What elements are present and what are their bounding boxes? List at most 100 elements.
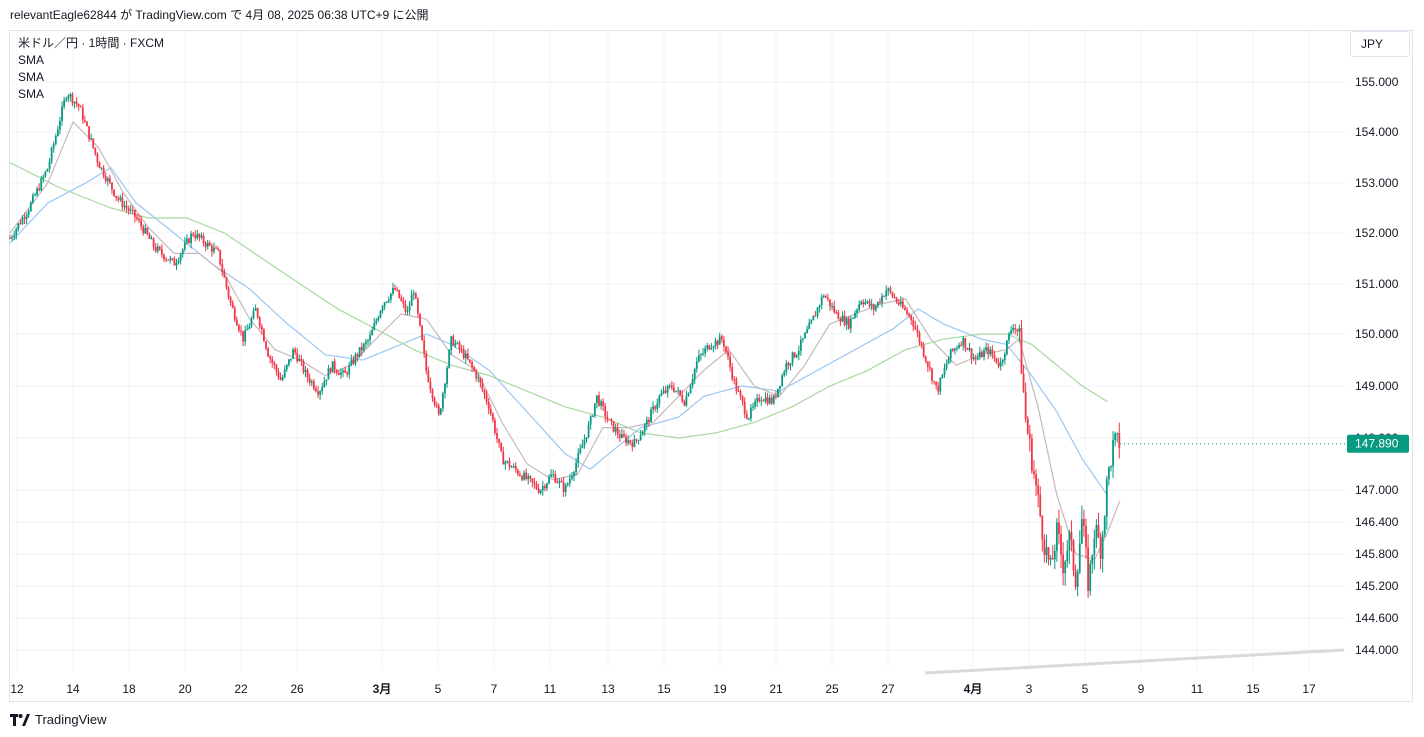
candle-body xyxy=(1068,532,1071,551)
candle-body xyxy=(169,258,172,261)
candle-body xyxy=(125,205,128,209)
candle-body xyxy=(1085,525,1087,548)
candle-body xyxy=(831,305,833,307)
candle-body xyxy=(25,215,28,219)
candle-body xyxy=(852,317,854,319)
candle-body xyxy=(1010,330,1012,334)
candle-body xyxy=(248,326,251,330)
candle-body xyxy=(179,254,182,261)
chart-frame[interactable] xyxy=(9,30,1413,702)
x-tick-label: 20 xyxy=(178,682,192,696)
currency-button[interactable]: JPY xyxy=(1350,31,1410,57)
candle-body xyxy=(953,348,956,351)
legend-sma-1[interactable]: SMA xyxy=(18,53,45,67)
candle-body xyxy=(843,315,846,325)
candlestick-series xyxy=(9,92,1121,599)
candle-body xyxy=(186,238,188,243)
candle-body xyxy=(922,345,925,357)
x-tick-label: 12 xyxy=(10,682,24,696)
candle-body xyxy=(67,96,70,99)
candle-body xyxy=(635,439,638,441)
candle-body xyxy=(866,301,869,303)
candle-body xyxy=(1080,519,1083,544)
candle-body xyxy=(88,126,90,140)
candle-body xyxy=(161,249,163,255)
candle-body xyxy=(885,290,888,297)
candle-body xyxy=(516,469,519,475)
candle-body xyxy=(360,347,363,351)
candle-body xyxy=(793,352,796,358)
candle-body xyxy=(775,395,777,397)
sma-fast-path xyxy=(9,120,1121,561)
candle-body xyxy=(660,393,663,396)
candle-body xyxy=(1001,359,1004,363)
candle-body xyxy=(167,259,170,261)
candle-body xyxy=(446,367,448,385)
candle-body xyxy=(535,483,538,489)
candle-body xyxy=(981,351,983,358)
candle-body xyxy=(725,346,727,352)
legend-sma-2[interactable]: SMA xyxy=(18,70,45,84)
candle-body xyxy=(196,233,199,239)
candle-body xyxy=(1037,485,1040,495)
candle-body xyxy=(593,403,596,417)
candle-body xyxy=(408,305,411,311)
candle-body xyxy=(152,238,155,247)
candle-body xyxy=(19,223,22,225)
candle-body xyxy=(951,348,954,351)
candle-body xyxy=(59,121,61,130)
candle-body xyxy=(1012,328,1015,331)
candle-body xyxy=(829,299,831,307)
candle-body xyxy=(521,475,523,480)
candle-body xyxy=(48,161,51,169)
y-tick-label: 144.000 xyxy=(1355,643,1399,657)
candle-body xyxy=(916,329,919,333)
candle-body xyxy=(758,397,761,402)
candle-body xyxy=(1074,570,1077,587)
candle-body xyxy=(15,228,18,236)
candle-body xyxy=(61,106,63,122)
candle-body xyxy=(949,348,952,359)
candle-body xyxy=(227,287,230,297)
sma-mid-line xyxy=(9,166,1108,496)
y-tick-label: 152.000 xyxy=(1355,226,1399,240)
candle-body xyxy=(229,296,232,303)
candle-body xyxy=(142,226,145,234)
candle-body xyxy=(475,370,478,379)
candle-body xyxy=(267,348,269,357)
candle-body xyxy=(737,391,740,393)
candle-body xyxy=(304,369,307,373)
candle-body xyxy=(993,355,996,358)
candle-body xyxy=(958,345,960,348)
trendline[interactable] xyxy=(924,648,1345,675)
candle-body xyxy=(1103,516,1106,535)
legend-sma-3[interactable]: SMA xyxy=(18,87,45,101)
candle-body xyxy=(681,394,684,402)
candle-body xyxy=(113,189,115,196)
candle-body xyxy=(285,364,288,370)
candle-body xyxy=(1051,558,1054,560)
candle-body xyxy=(204,243,207,247)
candle-body xyxy=(263,329,265,342)
candle-body xyxy=(550,474,553,478)
chart-legend: 米ドル／円 · 1時間 · FXCM SMA SMA SMA xyxy=(18,35,164,103)
x-tick-label: 26 xyxy=(290,682,304,696)
candle-body xyxy=(650,409,652,423)
candle-body xyxy=(1033,471,1035,475)
candle-body xyxy=(458,342,461,350)
candle-body xyxy=(96,153,99,163)
candle-body xyxy=(1006,340,1008,355)
candle-body xyxy=(273,362,276,366)
candle-body xyxy=(991,349,994,356)
x-tick-label: 11 xyxy=(1191,682,1204,696)
candle-body xyxy=(86,121,88,127)
candle-body xyxy=(325,379,328,382)
candle-body xyxy=(1116,433,1119,435)
candle-body xyxy=(777,388,779,397)
candle-body xyxy=(854,312,856,318)
candle-body xyxy=(144,228,147,234)
candle-body xyxy=(9,238,11,240)
candle-body xyxy=(206,242,209,247)
candle-body xyxy=(136,217,138,219)
